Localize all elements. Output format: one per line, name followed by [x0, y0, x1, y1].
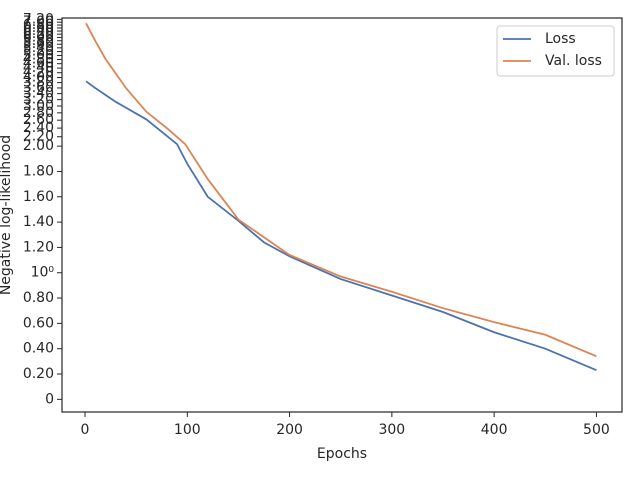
line: [85, 80, 597, 372]
y-tick-label: 5.80: [23, 33, 54, 49]
y-tick-label: 5.60: [23, 36, 54, 52]
y-tick-label: 4.40: [23, 60, 54, 76]
y-tick-label: 6.20: [23, 26, 54, 42]
y-tick-label: 7.20: [23, 11, 54, 27]
y-tick-label: 3.20: [23, 92, 54, 108]
y-tick-label: 6.40: [23, 23, 54, 39]
x-axis-label: Epochs: [317, 446, 367, 462]
y-tick-label: 3.40: [23, 86, 54, 102]
legend-label: Val. loss: [545, 53, 602, 69]
x-tick-label: 0: [81, 422, 90, 438]
line: [85, 22, 597, 358]
y-tick-label: 6.00: [23, 29, 54, 45]
y-tick-label: 10⁰: [31, 265, 55, 281]
y-axis-label: Negative log-likelihood: [0, 135, 14, 295]
y-tick-label: 2.40: [23, 120, 54, 136]
x-tick-label: 500: [583, 422, 610, 438]
y-tick-label: 0.40: [23, 341, 54, 357]
y-tick-label: 2.60: [23, 112, 54, 128]
y-tick-label: 3.00: [23, 98, 54, 114]
y-tick-label: 1.80: [23, 163, 54, 179]
y-tick-label: 2.80: [23, 105, 54, 121]
y-tick-label: 0.80: [23, 290, 54, 306]
x-tick-label: 100: [174, 422, 201, 438]
plot-frame: [61, 17, 623, 413]
y-tick-label: 6.60: [23, 20, 54, 36]
y-tick-label: 4.20: [23, 65, 54, 81]
y-tick-label: 0.20: [23, 366, 54, 382]
y-tick-label: 3.60: [23, 80, 54, 96]
y-tick-label: 2.20: [23, 129, 54, 145]
y-tick-label: 3.80: [23, 75, 54, 91]
y-tick-label: 5.00: [23, 47, 54, 63]
y-tick-label: 0: [45, 391, 54, 407]
y-tick-label: 6.80: [23, 17, 54, 33]
y-tick-label: 2.00: [23, 138, 54, 154]
y-tick-label: 5.40: [23, 40, 54, 56]
y-tick-label: 4.00: [23, 70, 54, 86]
y-tick-label: 4.60: [23, 56, 54, 72]
x-tick-label: 300: [378, 422, 405, 438]
y-tick-label: 1.20: [23, 239, 54, 255]
y-tick-label: 5.20: [23, 44, 54, 60]
y-tick-label: 7.00: [23, 14, 54, 30]
legend-label: Loss: [545, 31, 576, 47]
x-tick-label: 200: [276, 422, 303, 438]
y-tick-label: 1.40: [23, 214, 54, 230]
y-tick-label: 1.60: [23, 189, 54, 205]
y-tick-label: 4.80: [23, 51, 54, 67]
x-tick-label: 400: [481, 422, 508, 438]
y-tick-label: 0.60: [23, 315, 54, 331]
